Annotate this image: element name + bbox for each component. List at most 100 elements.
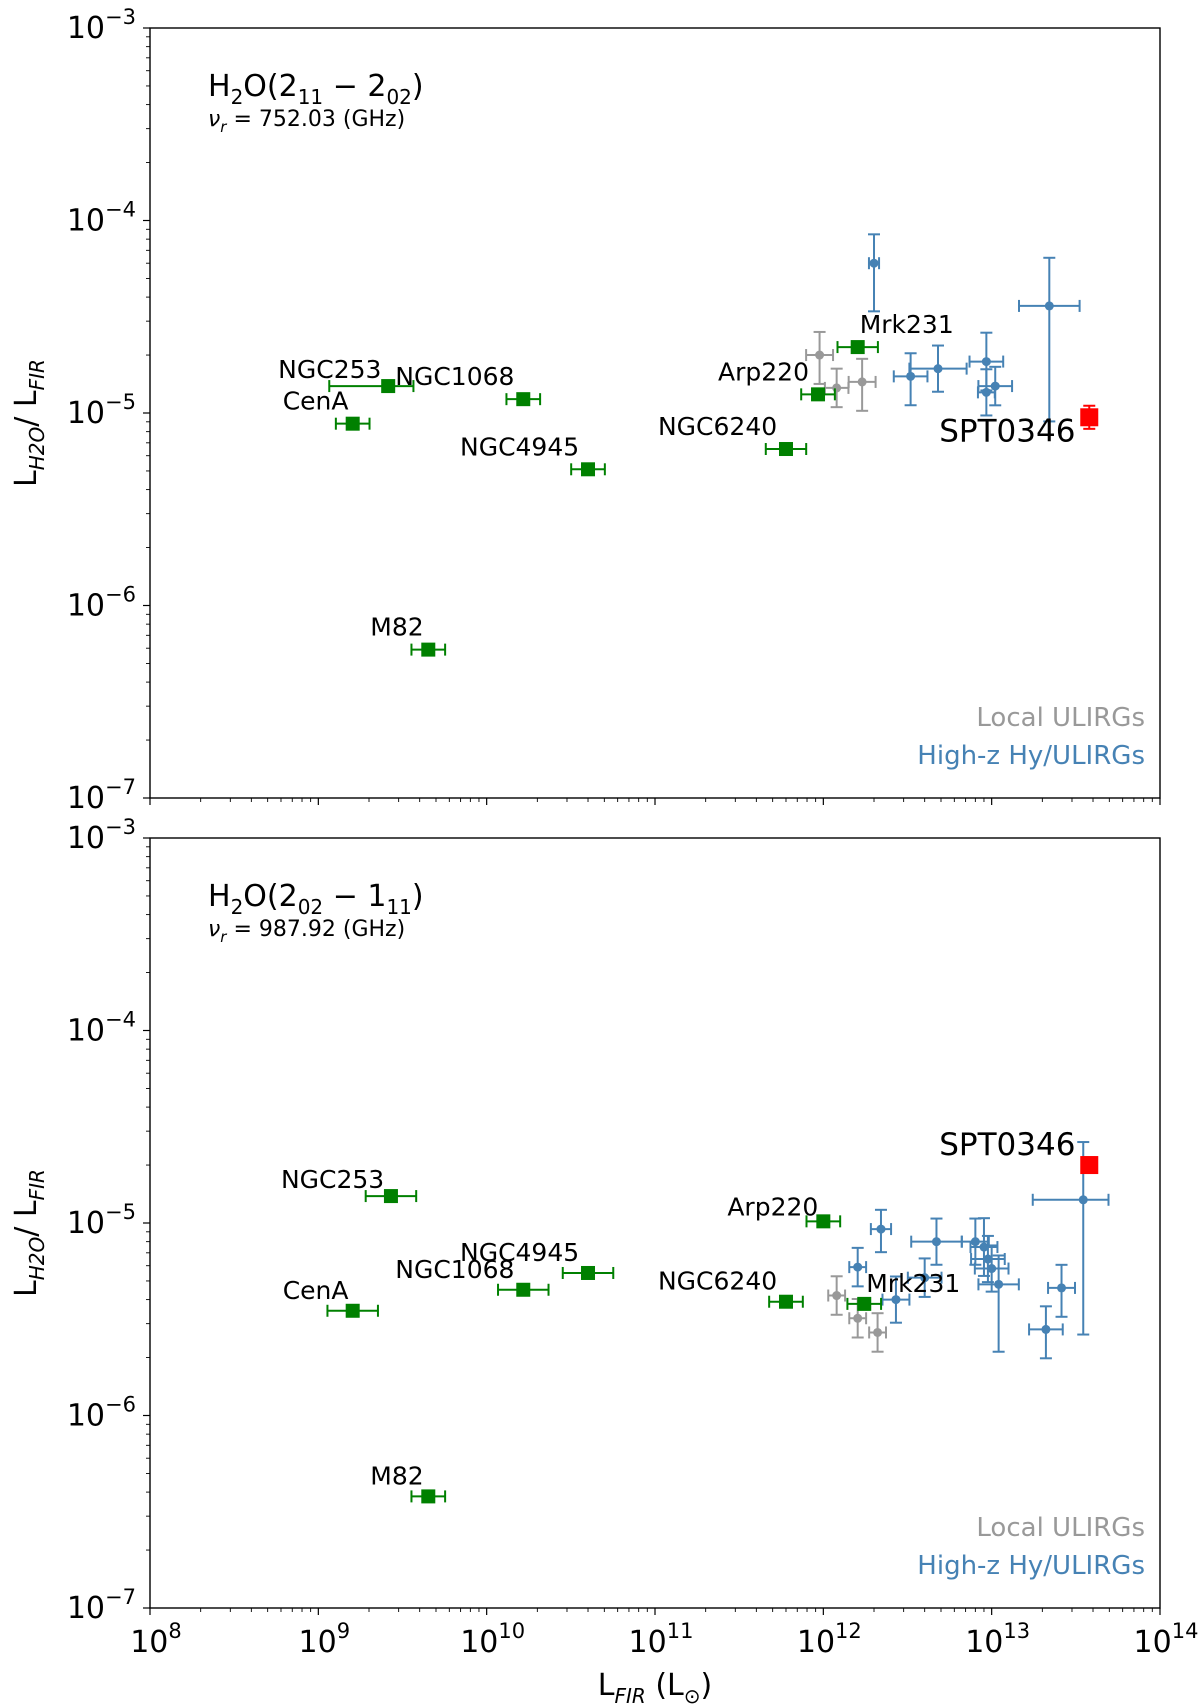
source-label: NGC4945 — [460, 1238, 579, 1267]
highz-point — [977, 365, 1014, 407]
source-label: Arp220 — [718, 357, 809, 386]
x-tick-label: 109 — [299, 1619, 351, 1660]
source-marker — [581, 1265, 596, 1280]
x-tick-label: 1013 — [965, 1619, 1030, 1660]
source-marker — [778, 1294, 793, 1309]
highz-point — [976, 368, 996, 417]
y-tick-label: 10−7 — [67, 775, 136, 816]
source-marker — [421, 1489, 436, 1504]
x-tick-label: 1010 — [460, 1619, 525, 1660]
source-spt0346: SPT0346 — [939, 404, 1099, 449]
local-ulirg-marker — [857, 377, 867, 387]
legend: Local ULIRGs High-z Hy/ULIRGs — [917, 1513, 1145, 1581]
local-ulirg-marker — [832, 383, 842, 393]
source-spt0346: SPT0346 — [939, 1127, 1099, 1175]
y-tick-label: 10−3 — [67, 5, 136, 46]
source-label: NGC6240 — [658, 1267, 777, 1296]
x-axis-label-text: LFIR (L⊙) — [598, 1668, 712, 1704]
source-marker — [850, 340, 865, 355]
panel-title: H2O(211 − 202) — [208, 69, 424, 109]
source-marker — [816, 1214, 831, 1229]
y-tick-label: 10−4 — [67, 1008, 136, 1049]
highz-point — [906, 1257, 943, 1298]
source-label: Mrk231 — [866, 1269, 960, 1298]
source-marker — [345, 416, 360, 431]
highz-marker — [876, 1224, 886, 1234]
source-label: NGC1068 — [395, 362, 514, 391]
highz-marker — [981, 357, 991, 367]
source-marker — [383, 1189, 398, 1204]
y-tick-label: 10−7 — [67, 1585, 136, 1626]
y-tick-label: 10−3 — [67, 815, 136, 856]
x-axis-label: LFIR (L⊙) — [598, 1668, 712, 1704]
highz-point — [881, 1275, 911, 1324]
local-ulirg-marker — [853, 1313, 863, 1323]
source-label: NGC1068 — [395, 1255, 514, 1284]
source-label: CenA — [283, 1276, 349, 1305]
local-ulirg-point — [868, 1312, 887, 1353]
source-ngc1068: NGC1068 — [395, 362, 542, 407]
highz-marker — [869, 258, 879, 268]
legend-entry: Local ULIRGs — [976, 1513, 1145, 1543]
highz-marker — [933, 364, 943, 374]
highz-point — [910, 1217, 963, 1266]
highz-point — [892, 352, 929, 407]
local-ulirg-marker — [873, 1327, 883, 1337]
source-marker — [811, 387, 826, 402]
legend-entry: High-z Hy/ULIRGs — [917, 1551, 1145, 1581]
source-label: CenA — [283, 387, 349, 416]
source-marker — [421, 642, 436, 657]
source-mrk231: Mrk231 — [836, 310, 954, 355]
y-tick-label: 10−5 — [67, 390, 136, 431]
spt0346-label: SPT0346 — [939, 413, 1075, 449]
source-label: NGC253 — [278, 355, 381, 384]
source-ngc1068: NGC1068 — [395, 1255, 550, 1297]
source-label: NGC4945 — [460, 432, 579, 461]
source-label: NGC253 — [281, 1165, 384, 1194]
highz-point — [1031, 1141, 1110, 1336]
source-ngc253: NGC253 — [281, 1165, 418, 1204]
source-marker — [778, 442, 793, 457]
highz-marker — [981, 387, 991, 397]
highz-marker — [931, 1237, 941, 1247]
local-ulirg-marker — [815, 350, 825, 360]
axis-ticks — [143, 27, 1161, 805]
highz-point — [848, 1246, 868, 1288]
source-label: M82 — [370, 613, 423, 642]
highz-point — [1018, 256, 1081, 423]
y-tick-label: 10−6 — [67, 583, 136, 624]
legend: Local ULIRGs High-z Hy/ULIRGs — [917, 703, 1145, 771]
source-ngc253: NGC253 — [278, 355, 415, 394]
y-tick-label: 10−6 — [67, 1393, 136, 1434]
source-mrk231: Mrk231 — [846, 1269, 960, 1311]
local-ulirg-point — [827, 1275, 847, 1316]
source-arp220: Arp220 — [718, 357, 836, 402]
source-m82: M82 — [370, 613, 447, 657]
highz-point — [1028, 1305, 1064, 1360]
x-tick-label: 1014 — [1134, 1619, 1199, 1660]
source-marker — [857, 1296, 872, 1311]
panel-title: H2O(202 − 111) — [208, 879, 424, 919]
highz-marker — [1041, 1324, 1051, 1334]
source-marker — [516, 392, 531, 407]
source-ngc4945: NGC4945 — [460, 1238, 615, 1280]
source-cena: CenA — [283, 1276, 379, 1318]
source-cena: CenA — [283, 387, 371, 431]
source-label: NGC6240 — [658, 412, 777, 441]
highz-marker — [983, 1254, 993, 1264]
highz-point — [867, 233, 881, 313]
legend-entry: Local ULIRGs — [976, 703, 1145, 733]
highz-point — [970, 1234, 1006, 1284]
y-tick-label: 10−5 — [67, 1200, 136, 1241]
source-marker — [381, 379, 396, 394]
frequency-label: νr = 752.03 (GHz) — [208, 107, 405, 136]
source-label: Arp220 — [727, 1192, 818, 1221]
source-marker — [516, 1282, 531, 1297]
source-ngc6240: NGC6240 — [658, 412, 808, 457]
source-ngc4945: NGC4945 — [460, 432, 606, 477]
legend-entry: High-z Hy/ULIRGs — [917, 741, 1145, 771]
source-arp220: Arp220 — [727, 1192, 842, 1229]
source-m82: M82 — [370, 1461, 447, 1504]
local-ulirg-marker — [832, 1291, 842, 1301]
